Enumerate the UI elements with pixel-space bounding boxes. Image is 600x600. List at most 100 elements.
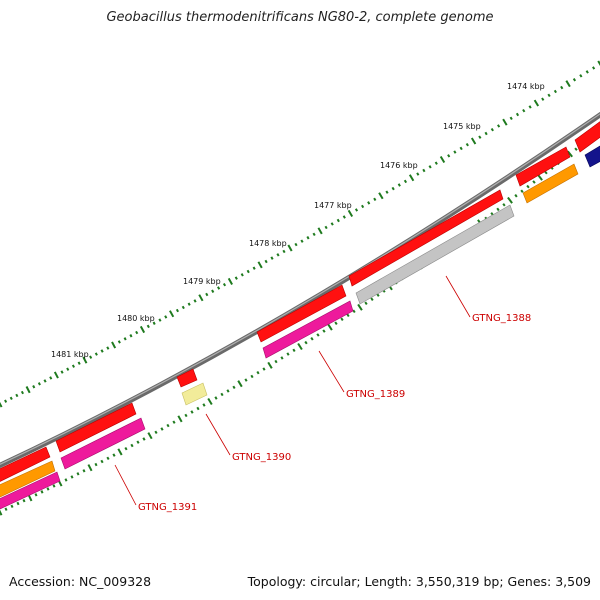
outer-ring-minor-tick [579,74,583,78]
inner-ring-major-tick [507,196,513,204]
inner-ring-minor-tick [292,348,296,353]
outer-ring-minor-tick [66,367,70,371]
inner-ring-minor-tick [190,410,194,414]
inner-ring-minor-tick [214,396,218,400]
gene-feature-gtng-1389[interactable] [256,284,354,359]
outer-ring-minor-tick [117,340,121,344]
outer-ring-major-tick [378,192,384,200]
inner-ring-minor-tick [136,440,140,444]
outer-ring-minor-tick [391,186,395,191]
outer-ring-minor-tick [312,232,316,237]
inner-ring-minor-tick [520,189,524,193]
inner-ring-minor-tick [220,392,224,397]
outer-ring-minor-tick [592,66,596,70]
outer-ring-minor-tick [306,236,310,240]
outer-ring-major-tick [169,310,175,318]
inner-ring-minor-tick [112,453,116,457]
inner-ring-major-tick [0,509,3,516]
outer-ring-major-tick [533,99,540,107]
inner-ring-minor-tick [310,337,314,341]
outer-ring-minor-tick [484,131,488,136]
outer-ring-major-tick [257,261,263,269]
inner-ring-major-tick [87,464,93,472]
outer-ring-minor-tick [336,218,340,223]
outer-ring-minor-tick [453,150,457,154]
leader-line-gtng-1389 [318,350,345,393]
outer-ring-minor-tick [509,116,513,121]
outer-ring-minor-tick [222,282,227,287]
inner-ring-minor-tick [544,170,548,175]
inner-ring-minor-tick [526,184,530,189]
gene-label-gtng-1391[interactable]: GTNG_1391 [138,502,197,513]
inner-ring-minor-tick [166,423,170,428]
outer-ring-major-tick [597,60,600,66]
tick-label-1478: 1478 kbp [249,239,287,248]
leader-line-gtng-1391 [114,464,137,506]
inner-ring-minor-tick [46,487,50,491]
outer-ring-minor-tick [71,364,75,368]
inner-ring-minor-tick [364,301,368,305]
outer-ring-major-tick [287,244,293,252]
outer-ring-minor-tick [490,127,494,132]
outer-ring-minor-tick [553,89,557,94]
outer-ring-minor-tick [428,165,432,169]
outer-ring-minor-tick [135,330,139,335]
outer-ring-minor-tick [77,361,81,365]
map-title: Geobacillus thermodenitrificans NG80-2, … [106,10,494,25]
inner-ring-major-tick [207,397,213,406]
gene-label-gtng-1390[interactable]: GTNG_1390 [232,452,291,463]
outer-ring-major-tick [139,325,146,334]
inner-ring-minor-tick [322,329,326,333]
outer-ring-minor-tick [478,135,482,139]
outer-ring-minor-tick [129,334,133,338]
gene-feature-left-edge[interactable] [0,446,61,510]
outer-ring-minor-tick [547,93,551,98]
outer-ring-minor-tick [187,302,191,306]
inner-ring-minor-tick [316,333,320,337]
inner-ring-minor-tick [196,406,200,411]
outer-ring-minor-tick [541,97,545,101]
outer-ring-minor-tick [43,379,47,383]
outer-ring-minor-tick [282,249,286,254]
outer-ring-minor-tick [211,289,215,293]
outer-ring-major-tick [82,356,88,364]
outer-ring-minor-tick [264,259,268,264]
gene-feature-right-edge[interactable] [515,118,600,204]
outer-ring-minor-tick [217,286,221,290]
gene-feature-gtng-1388[interactable] [348,189,515,305]
outer-ring-minor-tick [465,142,469,147]
gene-label-gtng-1388[interactable]: GTNG_1388 [472,313,531,324]
outer-ring-minor-tick [361,204,365,209]
outer-ring-minor-tick [270,256,274,260]
outer-ring-minor-tick [181,305,185,310]
outer-ring-minor-tick [342,215,346,219]
outer-ring-minor-tick [146,324,150,329]
inner-ring-minor-tick [304,340,308,345]
inner-ring-minor-tick [4,507,8,511]
outer-ring-minor-tick [15,393,19,398]
gene-label-gtng-1389[interactable]: GTNG_1389 [346,389,405,400]
outer-ring-minor-tick [560,85,564,90]
outer-ring-major-tick [347,209,354,218]
inner-ring-major-tick [267,361,273,369]
gene-feature-gtng-1391[interactable] [55,402,146,470]
leader-line-gtng-1388 [445,275,471,318]
inner-ring-minor-tick [376,293,380,297]
tick-label-1481: 1481 kbp [51,350,89,359]
outer-ring-minor-tick [205,292,209,297]
inner-ring-major-tick [147,432,153,440]
inner-ring-major-tick [357,303,363,311]
outer-ring-minor-tick [434,161,438,165]
outer-ring-minor-tick [497,124,501,128]
inner-ring-minor-tick [226,389,230,393]
outer-ring-minor-tick [123,337,127,341]
outer-ring-minor-tick [447,154,451,158]
tick-label-1480: 1480 kbp [117,314,155,323]
outer-ring-minor-tick [175,308,179,313]
inner-ring-minor-tick [76,472,80,476]
outer-ring-minor-tick [324,225,328,230]
outer-ring-major-tick [111,341,117,349]
outer-ring-major-tick [408,174,415,182]
gene-feature-gtng-1390[interactable] [176,368,208,406]
